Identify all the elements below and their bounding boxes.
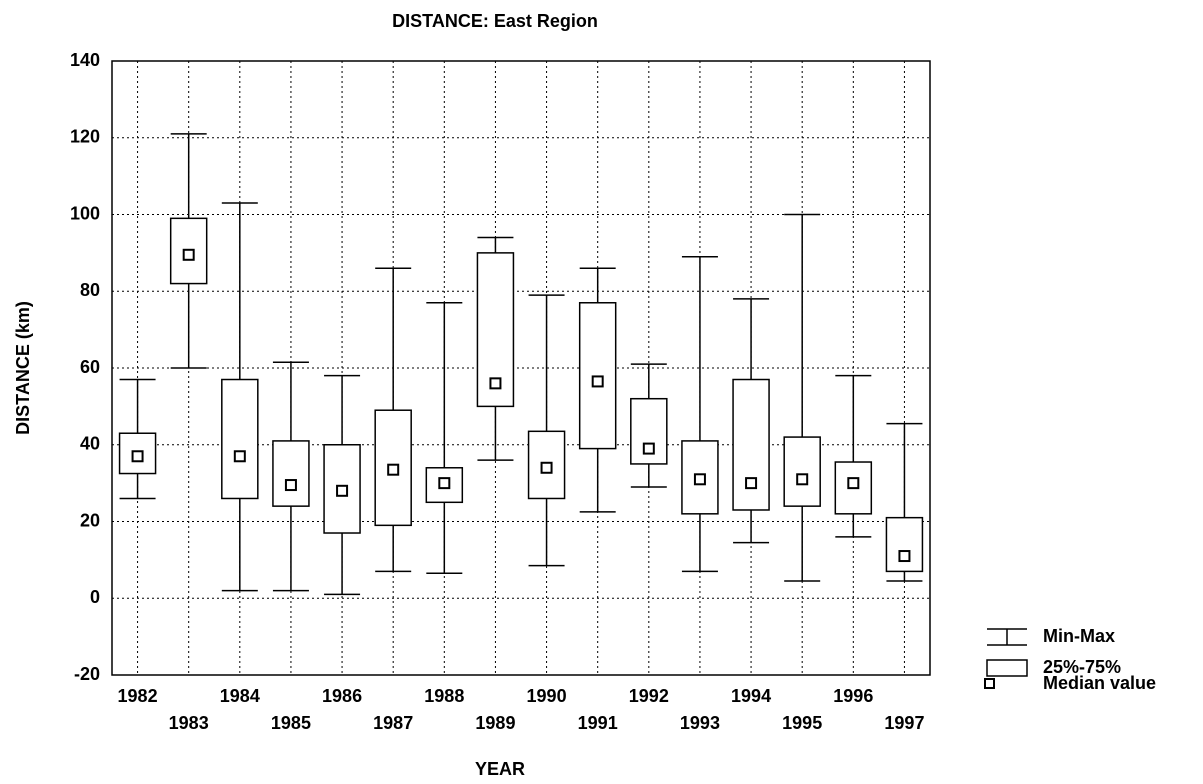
median bbox=[233, 450, 246, 463]
x-tick-label: 1984 bbox=[220, 686, 260, 706]
y-tick-label: 140 bbox=[70, 50, 100, 70]
median bbox=[336, 484, 349, 497]
x-tick-label: 1983 bbox=[169, 713, 209, 733]
x-tick-label: 1992 bbox=[629, 686, 669, 706]
x-tick-label: 1991 bbox=[578, 713, 618, 733]
box bbox=[783, 436, 821, 507]
median bbox=[387, 463, 400, 476]
median bbox=[898, 550, 911, 563]
y-tick-label: 40 bbox=[80, 434, 100, 454]
x-tick-label: 1995 bbox=[782, 713, 822, 733]
median bbox=[438, 477, 451, 490]
x-axis-label: YEAR bbox=[475, 759, 525, 779]
median bbox=[540, 461, 553, 474]
x-tick-label: 1987 bbox=[373, 713, 413, 733]
x-tick-label: 1994 bbox=[731, 686, 771, 706]
legend-label: 25%-75% bbox=[1043, 657, 1121, 677]
y-axis-label: DISTANCE (km) bbox=[13, 301, 33, 435]
x-tick-label: 1985 bbox=[271, 713, 311, 733]
legend-symbol bbox=[984, 678, 995, 689]
y-tick-label: 0 bbox=[90, 587, 100, 607]
x-tick-label: 1996 bbox=[833, 686, 873, 706]
x-tick-label: 1993 bbox=[680, 713, 720, 733]
median bbox=[796, 473, 809, 486]
median bbox=[847, 477, 860, 490]
x-tick-label: 1988 bbox=[424, 686, 464, 706]
y-tick-label: 100 bbox=[70, 203, 100, 223]
box bbox=[272, 440, 310, 507]
median bbox=[182, 248, 195, 261]
x-tick-label: 1982 bbox=[118, 686, 158, 706]
legend-label: Median value bbox=[1043, 673, 1156, 693]
x-tick-label: 1997 bbox=[884, 713, 924, 733]
legend-label: Min-Max bbox=[1043, 626, 1115, 646]
y-tick-label: -20 bbox=[74, 664, 100, 684]
y-tick-label: 80 bbox=[80, 280, 100, 300]
box bbox=[221, 378, 259, 500]
chart-title: DISTANCE: East Region bbox=[392, 11, 598, 31]
median bbox=[642, 442, 655, 455]
y-tick-label: 20 bbox=[80, 510, 100, 530]
plot-frame bbox=[111, 60, 931, 676]
y-tick-label: 120 bbox=[70, 127, 100, 147]
median bbox=[745, 477, 758, 490]
median bbox=[489, 377, 502, 390]
box bbox=[732, 378, 770, 511]
median bbox=[284, 479, 297, 492]
median bbox=[591, 375, 604, 388]
x-tick-label: 1989 bbox=[475, 713, 515, 733]
median bbox=[693, 473, 706, 486]
median bbox=[131, 450, 144, 463]
x-tick-label: 1986 bbox=[322, 686, 362, 706]
legend-symbol bbox=[986, 659, 1028, 677]
y-tick-label: 60 bbox=[80, 357, 100, 377]
box bbox=[885, 516, 924, 573]
x-tick-label: 1990 bbox=[527, 686, 567, 706]
